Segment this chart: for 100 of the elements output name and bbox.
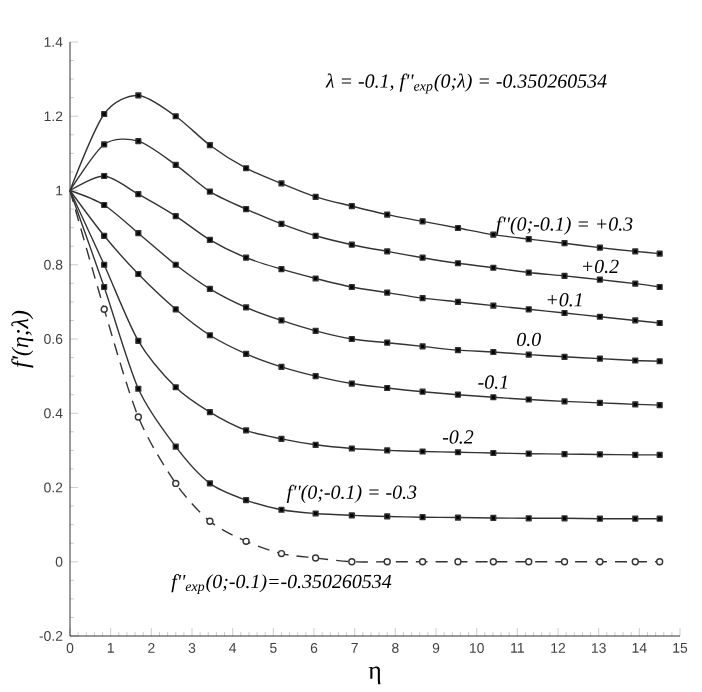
point (525, 396, 532, 403)
point (135, 92, 142, 99)
point (632, 401, 639, 408)
point (384, 384, 391, 392)
point (278, 266, 285, 273)
point (631, 558, 639, 566)
point (454, 224, 462, 232)
point (656, 358, 663, 365)
point (490, 231, 497, 238)
point (454, 298, 462, 305)
point (206, 409, 213, 416)
point (101, 232, 108, 239)
point (525, 450, 532, 457)
point (101, 172, 108, 180)
point (490, 264, 497, 271)
point (560, 558, 569, 566)
point (312, 232, 319, 239)
point (596, 355, 603, 362)
point (454, 260, 462, 267)
point (242, 537, 250, 546)
point (348, 558, 356, 566)
point (632, 280, 639, 287)
point (596, 276, 603, 283)
point (384, 339, 391, 346)
series-label: +0.1 (547, 293, 582, 307)
point (206, 480, 213, 487)
point (243, 497, 250, 504)
point (490, 514, 497, 522)
point (419, 295, 426, 302)
point (243, 205, 250, 213)
point (419, 343, 426, 350)
point (489, 558, 498, 566)
point (312, 193, 319, 200)
point (561, 309, 568, 317)
series-label: f''(0;-0.1) = +0.3 (496, 216, 633, 235)
point (656, 319, 663, 327)
point (561, 353, 568, 360)
point (206, 188, 213, 195)
point (101, 110, 108, 118)
point (561, 272, 568, 279)
series-label: -0.1 (478, 375, 507, 389)
point (596, 558, 604, 566)
point (656, 401, 663, 409)
point (312, 275, 319, 282)
point (172, 113, 179, 120)
point (632, 515, 639, 522)
point (312, 441, 319, 448)
point (135, 385, 142, 392)
point (525, 351, 532, 358)
point (525, 236, 532, 243)
point (206, 332, 213, 339)
point (632, 248, 639, 255)
point (419, 218, 426, 225)
point (384, 211, 391, 218)
point (312, 510, 319, 517)
point (525, 269, 532, 276)
point (243, 165, 250, 172)
point (100, 305, 108, 313)
point (596, 515, 603, 522)
point (135, 230, 142, 237)
point (278, 220, 285, 227)
point (348, 512, 355, 519)
point (656, 515, 663, 522)
point (525, 515, 532, 522)
point (656, 451, 663, 458)
point (525, 306, 532, 313)
point (278, 506, 285, 513)
point (278, 363, 285, 370)
series-label: -0.2 (442, 430, 474, 444)
point (206, 517, 214, 525)
point (490, 348, 497, 356)
point (490, 449, 497, 457)
point (419, 254, 426, 261)
point (348, 203, 355, 210)
point (172, 261, 179, 268)
point (243, 254, 250, 261)
series-label: f''$_{exp}$(0;-0.1)=-0.350260534 (171, 573, 392, 594)
point (561, 515, 568, 522)
y-axis-title: f'(η;λ) (11, 310, 34, 368)
point (561, 398, 568, 405)
point (172, 479, 180, 488)
point (561, 451, 568, 458)
point (172, 161, 179, 168)
point (454, 391, 462, 398)
point (134, 413, 143, 421)
point (172, 213, 179, 220)
point (348, 335, 355, 343)
point (490, 394, 497, 401)
point (454, 347, 462, 354)
point (596, 451, 603, 458)
point (419, 388, 426, 395)
point (655, 558, 664, 566)
point (101, 283, 108, 291)
point (243, 304, 250, 311)
point (135, 337, 142, 344)
point (135, 191, 142, 198)
point (632, 357, 639, 364)
series-label: 0.0 (517, 332, 541, 347)
point (454, 449, 462, 456)
point (172, 306, 179, 313)
